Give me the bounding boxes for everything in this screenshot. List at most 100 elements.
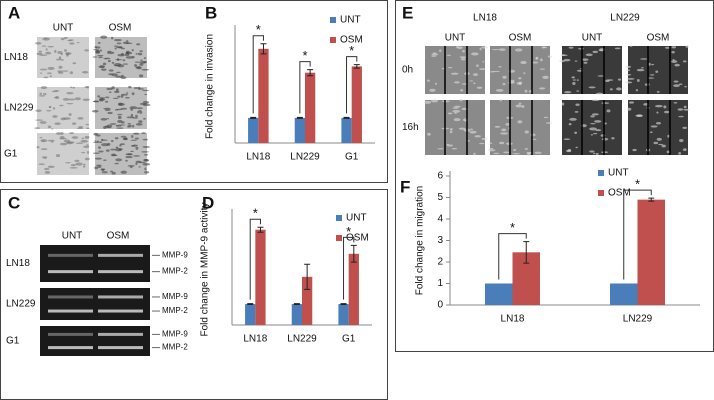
cell (45, 48, 48, 51)
cell (63, 37, 68, 39)
error-bar (293, 303, 300, 305)
error-bar (648, 197, 655, 202)
cell (547, 55, 553, 58)
cell (69, 86, 73, 89)
cell (54, 96, 58, 99)
cell (47, 45, 54, 48)
cell (481, 137, 488, 140)
column-label: UNT (445, 33, 466, 44)
cell (63, 139, 71, 143)
y-axis-title: Fold change in MMP-9 activity (200, 203, 211, 337)
cell (69, 166, 78, 169)
bar (610, 283, 638, 305)
cell (589, 127, 597, 131)
legend-label: UNT (340, 15, 361, 26)
bar (637, 199, 665, 305)
cell (84, 135, 90, 139)
cell (617, 78, 622, 81)
gel-band (98, 309, 143, 313)
significance-bracket (299, 61, 311, 114)
cell (469, 130, 477, 134)
cell (95, 46, 101, 49)
cell (121, 74, 124, 77)
cell (589, 123, 596, 125)
cell (459, 98, 463, 102)
cell (135, 146, 139, 150)
cell (97, 146, 101, 149)
cell (36, 52, 43, 56)
significance-bracket (623, 189, 652, 280)
cell (501, 128, 507, 132)
cell (96, 134, 101, 137)
cell (138, 161, 146, 164)
cell (82, 165, 86, 168)
bar (351, 66, 362, 143)
band-label: MMP-2 (162, 267, 188, 276)
cell (56, 132, 62, 135)
cell (625, 65, 631, 68)
cell (92, 100, 99, 102)
cell (648, 62, 651, 66)
cell (479, 47, 482, 51)
error-bar (304, 263, 311, 290)
cell (130, 150, 134, 152)
cell (99, 49, 103, 52)
legend-label: OSM (608, 188, 631, 199)
cell (626, 69, 631, 72)
bar (255, 229, 266, 325)
column-label: UNT (62, 231, 83, 242)
cell (97, 165, 102, 168)
cell (63, 49, 67, 52)
cell (51, 90, 58, 93)
cell (98, 150, 104, 153)
row-label: LN229 (6, 299, 36, 310)
cell (72, 122, 77, 125)
cell (116, 88, 119, 92)
cell (488, 147, 494, 150)
cell (101, 168, 105, 172)
cell (52, 115, 58, 118)
cell (101, 143, 109, 147)
cell (127, 122, 131, 125)
cell (641, 66, 644, 69)
cell (673, 80, 679, 83)
cell (626, 77, 635, 80)
cell (65, 162, 71, 164)
cell (514, 48, 523, 52)
cell (647, 77, 655, 79)
cell (130, 139, 137, 141)
cell (629, 45, 633, 47)
cell (520, 60, 527, 65)
cell (491, 48, 499, 51)
cell (92, 56, 98, 58)
cell (141, 132, 146, 135)
cell (120, 47, 125, 50)
cell (144, 171, 150, 174)
cell (116, 42, 122, 45)
cell (85, 123, 90, 126)
bar (248, 117, 259, 143)
cell (99, 98, 106, 101)
cell (61, 70, 69, 72)
y-tick-label: 4 (437, 214, 443, 225)
cell (39, 68, 48, 71)
cell (81, 151, 86, 154)
cell (39, 136, 43, 139)
cell (116, 71, 121, 74)
gel-band (48, 253, 93, 257)
cell (101, 68, 107, 71)
cell (447, 112, 453, 115)
y-axis-title: Fold change in invasion (205, 34, 216, 139)
cell (44, 167, 50, 171)
cell (452, 107, 459, 109)
legend-swatch (330, 37, 336, 43)
error-bar (250, 116, 257, 119)
cell (133, 64, 138, 67)
cell (627, 107, 632, 111)
significance-star: * (349, 43, 354, 58)
cell (140, 59, 143, 62)
cell (636, 114, 643, 117)
cell (66, 102, 74, 105)
cell (564, 91, 572, 94)
cell (39, 121, 47, 124)
